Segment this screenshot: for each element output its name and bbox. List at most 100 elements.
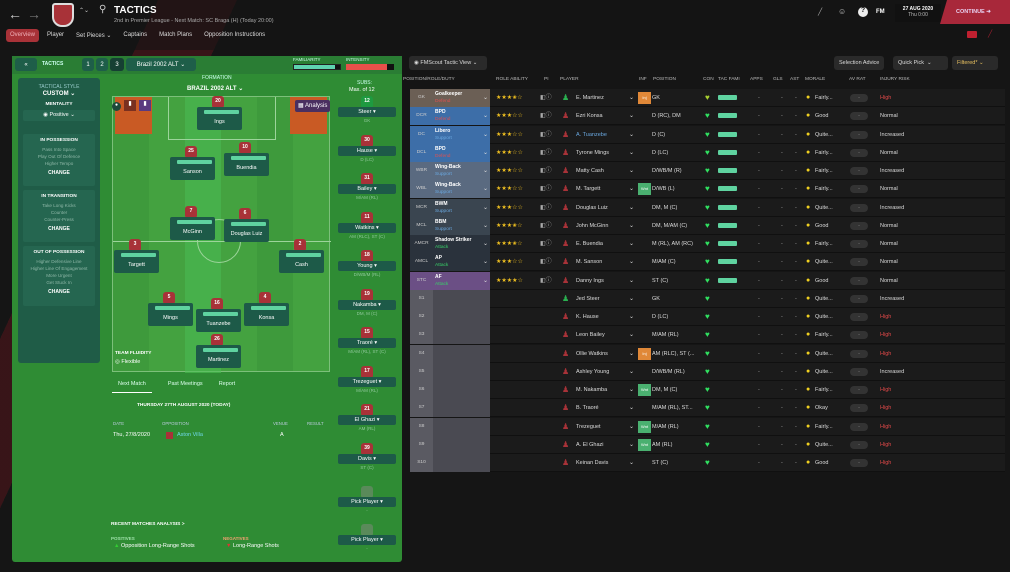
player-info-icon[interactable]: ● <box>112 102 121 111</box>
sub-player-select[interactable]: Steer ▾ <box>338 107 396 117</box>
column-header[interactable]: INF <box>639 77 647 82</box>
player-instructions-icon[interactable]: ◧ⓘ <box>540 277 552 284</box>
player-name[interactable]: M. Nakamba <box>576 387 608 393</box>
column-header[interactable]: TAC FAMI <box>718 77 740 82</box>
column-header[interactable]: POSITION/ROLE/DUTY <box>403 77 455 82</box>
role-select[interactable]: BBM Support ⌄ <box>433 216 490 235</box>
player-select-chevron[interactable]: ⌄ <box>629 441 635 448</box>
column-header[interactable]: PI <box>544 77 549 82</box>
table-row[interactable]: DCR BPD Defend ⌄ ★★★☆☆ ◧ⓘ ♟ Ezri Konsa ⌄ D (RC), … <box>410 107 1005 126</box>
filter-select[interactable]: Filtered* ⌄ <box>952 56 998 70</box>
player-instructions-icon[interactable]: ◧ⓘ <box>540 241 552 247</box>
table-row[interactable]: GK Goalkeeper Defend ⌄ ★★★✬☆ ◧ⓘ ♟ E. Martinez ⌄ I… <box>410 89 1005 107</box>
table-row[interactable]: MCR BWM Support ⌄ ★★★☆☆ ◧ⓘ ♟ Douglas Luiz ⌄ DM, M… <box>410 198 1005 217</box>
table-row[interactable]: S3 ♟ Leon Bailey ⌄ M/AM (RL) ♥ - - - ● Fairly... - H… <box>410 326 1005 345</box>
role-select[interactable]: BWM Support ⌄ <box>433 198 490 217</box>
role-select[interactable] <box>433 381 490 399</box>
club-switch-icon[interactable]: ⌃⌄ <box>79 8 90 14</box>
view-select[interactable]: ◉ FMScout Tactic View ⌄ <box>409 56 487 70</box>
table-row[interactable]: S2 ♟ K. Hause ⌄ D (LC) ♥ - - - ● Quite... - High <box>410 308 1005 326</box>
role-select[interactable] <box>433 362 490 381</box>
player-name[interactable]: Tyrone Mings <box>576 149 610 156</box>
continue-button[interactable]: CONTINUE ➜ <box>940 0 1010 24</box>
tab-next-match[interactable]: Next Match <box>112 381 152 393</box>
player-select-chevron[interactable]: ⌄ <box>629 387 635 393</box>
player-instructions-icon[interactable]: ◧ⓘ <box>540 222 552 229</box>
role-select[interactable]: Shadow Striker Attack ⌄ <box>433 235 490 253</box>
column-header[interactable]: PLAYER <box>560 77 579 82</box>
table-row[interactable]: STC AF Attack ⌄ ★★★★☆ ◧ⓘ ♟ Danny Ings ⌄ ST (C) ♥ - -… <box>410 271 1005 290</box>
player-select-chevron[interactable]: ⌄ <box>629 460 635 466</box>
player-instructions-icon[interactable]: ◧ⓘ <box>540 168 552 174</box>
player-select-chevron[interactable]: ⌄ <box>629 95 635 101</box>
quick-pick-button[interactable]: Quick Pick ⌄ <box>893 56 948 70</box>
tab-set-pieces[interactable]: Set Pieces ⌄ <box>76 33 112 39</box>
player-name[interactable]: Danny Ings <box>576 277 604 284</box>
table-row[interactable]: S4 ♟ Ollie Watkins ⌄ Inj AM (RLC), ST (... ♥ - -… <box>410 344 1005 363</box>
manager-icon[interactable]: ☺ <box>838 7 847 16</box>
role-select[interactable] <box>433 417 490 436</box>
collapse-button[interactable]: « <box>15 58 37 71</box>
club-crest[interactable] <box>52 3 74 27</box>
tactic-select[interactable]: Brazil 2002 ALT ⌄ <box>126 58 196 71</box>
player-select-chevron[interactable]: ⌄ <box>629 149 635 156</box>
player-name[interactable]: John McGinn <box>576 222 609 229</box>
sub-player-select[interactable]: Watkins ▾ <box>338 222 396 233</box>
role-select[interactable]: Wing-Back Support ⌄ <box>433 162 490 180</box>
player-select-chevron[interactable]: ⌄ <box>629 277 635 284</box>
role-select[interactable] <box>433 435 490 454</box>
sub-player-select[interactable]: Young ▾ <box>338 261 396 271</box>
formation-select[interactable]: BRAZIL 2002 ALT ⌄ <box>187 86 244 92</box>
pitch-player-card[interactable]: Cash <box>279 250 324 273</box>
screen-icon[interactable] <box>967 31 977 38</box>
player-name[interactable]: Ezri Konsa <box>576 113 603 120</box>
table-row[interactable]: S1 ♟ Jed Steer ⌄ GK ♥ - - - ● Quite... - Increased <box>410 289 1005 308</box>
sub-player-select[interactable]: Trezeguet ▾ <box>338 376 396 387</box>
pitch-player-card[interactable]: Douglas Luiz <box>224 219 269 242</box>
player-select-chevron[interactable]: ⌄ <box>629 295 635 302</box>
role-select[interactable] <box>433 326 490 345</box>
tab-player[interactable]: Player <box>47 32 65 38</box>
tactic-slot-2[interactable]: 2 <box>96 58 108 71</box>
back-icon[interactable]: ← <box>8 6 22 22</box>
player-name[interactable]: Jed Steer <box>576 295 600 302</box>
player-instructions-icon[interactable]: ◧ⓘ <box>540 131 552 138</box>
player-name[interactable]: E. Buendia <box>576 241 603 247</box>
fm-menu[interactable]: FM <box>876 9 885 15</box>
player-name[interactable]: M. Sanson <box>576 259 603 266</box>
column-header[interactable]: AV RAT <box>849 77 866 82</box>
pitch-player-card[interactable]: Tuanzebe <box>196 309 241 332</box>
pitch-player-card[interactable]: Martinez <box>196 345 241 368</box>
recent-analysis-link[interactable]: RECENT MATCHES ANALYSIS > <box>111 522 185 527</box>
role-select[interactable] <box>433 344 490 363</box>
table-row[interactable]: S9 ♟ A. El Ghazi ⌄ Wnt AM (RL) ♥ - - - ● Quite... - H… <box>410 435 1005 454</box>
role-select[interactable]: AP Attack ⌄ <box>433 253 490 272</box>
pitch-player-card[interactable]: Konsa <box>244 303 289 326</box>
tactic-slot-1[interactable]: 1 <box>82 58 94 71</box>
player-select-chevron[interactable]: ⌄ <box>629 204 635 211</box>
pitch-player-card[interactable]: Mings <box>148 303 193 326</box>
role-select[interactable] <box>433 454 490 472</box>
tab-report[interactable]: Report <box>218 381 236 387</box>
table-row[interactable]: S7 ♟ B. Traoré ⌄ M/AM (RL), ST... ♥ - - - ● Okay - H… <box>410 399 1005 418</box>
sub-player-select[interactable]: Traoré ▾ <box>338 338 396 348</box>
column-header[interactable]: MORALE <box>805 77 826 82</box>
player-name[interactable]: B. Traoré <box>576 405 599 412</box>
sub-player-select[interactable]: Nakamba ▾ <box>338 299 396 310</box>
stats-icon[interactable]: ▮ <box>124 100 136 111</box>
player-name[interactable]: Leon Bailey <box>576 332 605 339</box>
player-select-chevron[interactable]: ⌄ <box>629 350 635 357</box>
role-select[interactable]: Wing-Back Support ⌄ <box>433 180 490 199</box>
table-row[interactable]: WBL Wing-Back Support ⌄ ★★★☆☆ ◧ⓘ ♟ M. Targett ⌄ W… <box>410 180 1005 199</box>
pitch-player-card[interactable]: Sanson <box>170 157 215 180</box>
player-name[interactable]: Matty Cash <box>576 168 604 174</box>
player-name[interactable]: E. Martinez <box>576 95 604 101</box>
player-instructions-icon[interactable]: ◧ⓘ <box>540 95 552 101</box>
table-row[interactable]: S10 ♟ Keinan Davis ⌄ ST (C) ♥ - - - ● Good - High <box>410 454 1005 472</box>
table-row[interactable]: WBR Wing-Back Support ⌄ ★★★☆☆ ◧ⓘ ♟ Matty Cash ⌄ D… <box>410 162 1005 180</box>
pitch-player-card[interactable]: McGinn <box>170 217 215 240</box>
column-header[interactable]: POSITION <box>653 77 676 82</box>
column-header[interactable]: CON <box>703 77 714 82</box>
sub-player-select[interactable]: Pick Player ▾ <box>338 535 396 545</box>
change-button[interactable]: CHANGE <box>23 226 95 233</box>
